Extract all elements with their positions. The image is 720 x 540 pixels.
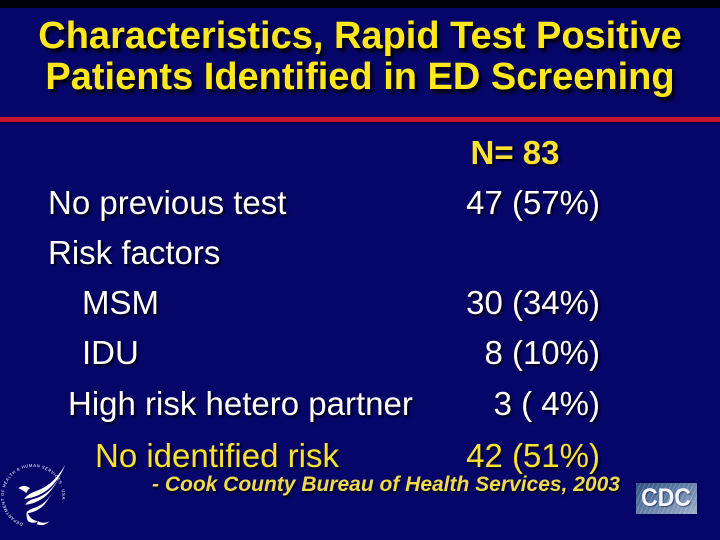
- title-line-2: Patients Identified in ED Screening: [45, 56, 675, 99]
- table-row-msm: MSM 30 (34%): [0, 284, 720, 324]
- row-label: MSM: [82, 284, 159, 321]
- table-row-no-identified-risk: No identified risk 42 (51%): [0, 437, 720, 477]
- row-label: No identified risk: [95, 437, 339, 474]
- source-citation: - Cook County Bureau of Health Services,…: [152, 473, 620, 496]
- table-row-idu: IDU 8 (10%): [0, 334, 720, 374]
- row-label: IDU: [82, 334, 139, 371]
- row-value: 42 (51%): [466, 437, 600, 474]
- title-line-1: Characteristics, Rapid Test Positive: [38, 15, 682, 57]
- hhs-eagle-logo-icon: DEPARTMENT OF HEALTH & HUMAN SERVICES · …: [1, 463, 66, 527]
- red-divider-line: [0, 117, 720, 122]
- row-value: 30 (34%): [466, 284, 600, 321]
- top-border-bar: [0, 0, 720, 8]
- row-value: 3 ( 4%): [493, 385, 600, 422]
- row-value: 47 (57%): [466, 184, 600, 221]
- table-row-no-previous-test: No previous test 47 (57%): [0, 184, 720, 224]
- row-label: Risk factors: [48, 234, 221, 271]
- slide-title: Characteristics, Rapid Test Positive Pati…: [0, 15, 720, 99]
- row-value: 8 (10%): [484, 334, 600, 371]
- cdc-logo-text: CDC: [641, 484, 692, 512]
- row-label: High risk hetero partner: [68, 385, 413, 422]
- table-row-risk-factors: Risk factors: [0, 234, 720, 274]
- table-row-high-risk-hetero: High risk hetero partner 3 ( 4%): [0, 385, 720, 425]
- row-label: No previous test: [48, 184, 287, 221]
- n-total-header: N= 83: [470, 134, 560, 171]
- cdc-logo: CDC: [636, 483, 697, 514]
